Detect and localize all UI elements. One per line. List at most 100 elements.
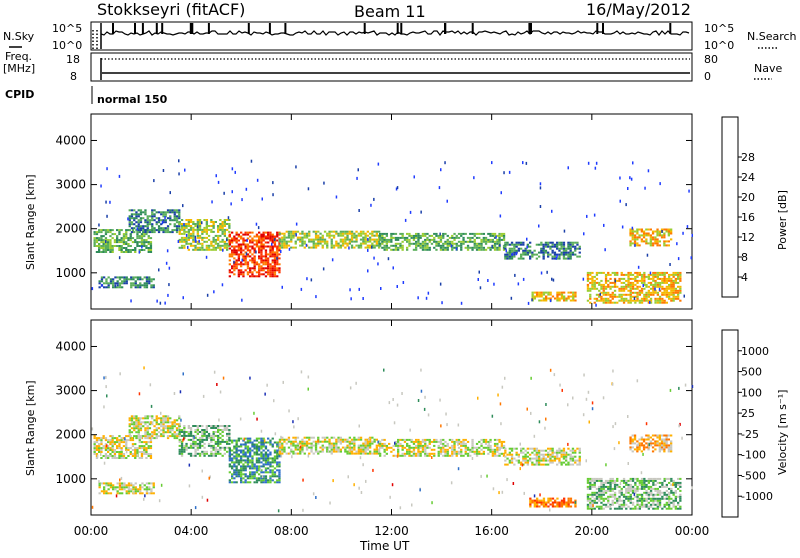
- velocity-echo-cell: [641, 480, 643, 482]
- velocity-echo-cell: [158, 435, 160, 437]
- power-echo-cell: [272, 255, 274, 257]
- velocity-echo-cell: [402, 449, 404, 451]
- nsearch-tick-top: 10^5: [704, 22, 734, 35]
- power-echo-cell: [670, 298, 672, 300]
- velocity-echo-cell: [643, 482, 645, 484]
- velocity-echo-cell: [550, 500, 552, 502]
- velocity-echo-cell: [310, 447, 312, 449]
- power-echo-cell: [224, 229, 226, 231]
- velocity-echo-cell: [274, 457, 276, 459]
- velocity-echo-cell: [183, 447, 185, 449]
- power-speckle: [367, 238, 369, 241]
- power-echo-cell: [534, 292, 536, 294]
- velocity-echo-cell: [386, 445, 388, 447]
- velocity-echo-cell: [630, 502, 632, 504]
- velocity-echo-cell: [236, 473, 238, 475]
- power-echo-cell: [140, 221, 142, 223]
- power-echo-cell: [399, 243, 401, 245]
- power-echo-cell: [310, 239, 312, 241]
- velocity-echo-cell: [609, 490, 611, 492]
- velocity-echo-cell: [138, 433, 140, 435]
- power-echo-cell: [274, 242, 276, 244]
- velocity-echo-cell: [254, 477, 256, 479]
- power-echo-cell: [249, 240, 251, 242]
- power-echo-cell: [281, 239, 283, 241]
- power-echo-cell: [565, 298, 567, 300]
- power-echo-cell: [547, 256, 549, 258]
- velocity-echo-cell: [531, 452, 533, 454]
- power-echo-cell: [438, 245, 440, 247]
- power-echo-cell: [381, 235, 383, 237]
- velocity-echo-cell: [222, 429, 224, 431]
- power-echo-cell: [527, 244, 529, 246]
- velocity-echo-cell: [107, 455, 109, 457]
- power-speckle: [511, 297, 512, 300]
- velocity-echo-cell: [279, 439, 281, 441]
- power-echo-cell: [247, 234, 249, 236]
- velocity-echo-cell: [118, 439, 120, 441]
- velocity-echo-cell: [224, 425, 226, 427]
- velocity-echo-cell: [654, 490, 656, 492]
- power-echo-cell: [632, 234, 634, 236]
- velocity-echo-cell: [449, 455, 451, 457]
- power-echo-cell: [612, 298, 614, 300]
- power-echo-cell: [279, 241, 281, 243]
- velocity-echo-cell: [476, 449, 478, 451]
- power-echo-cell: [365, 243, 367, 245]
- velocity-echo-cell: [600, 490, 602, 492]
- power-echo-cell: [176, 227, 178, 229]
- velocity-echo-cell: [451, 449, 453, 451]
- power-echo-cell: [630, 290, 632, 292]
- velocity-echo-cell: [140, 435, 142, 437]
- velocity-echo-cell: [616, 502, 618, 504]
- velocity-echo-cell: [219, 433, 221, 435]
- velocity-echo-cell: [306, 445, 308, 447]
- velocity-echo-cell: [587, 496, 589, 498]
- power-speckle: [678, 257, 680, 260]
- velocity-echo-cell: [94, 445, 96, 447]
- velocity-echo-cell: [217, 429, 219, 431]
- velocity-echo-cell: [251, 455, 253, 457]
- velocity-echo-cell: [489, 441, 491, 443]
- power-echo-cell: [596, 288, 598, 290]
- velocity-echo-cell: [269, 461, 271, 463]
- power-echo-cell: [558, 250, 560, 252]
- velocity-echo-cell: [677, 504, 679, 506]
- velocity-echo-cell: [127, 435, 129, 437]
- power-echo-cell: [242, 238, 244, 240]
- power-speckle: [420, 211, 422, 214]
- velocity-echo-cell: [563, 458, 565, 460]
- power-echo-cell: [335, 245, 337, 247]
- velocity-echo-cell: [558, 450, 560, 452]
- power-echo-cell: [145, 245, 147, 247]
- velocity-echo-cell: [402, 445, 404, 447]
- power-echo-cell: [146, 286, 148, 288]
- power-speckle: [178, 172, 180, 175]
- power-echo-cell: [449, 241, 451, 243]
- power-echo-cell: [130, 286, 132, 288]
- velocity-echo-cell: [94, 447, 96, 449]
- velocity-echo-cell: [605, 490, 607, 492]
- power-echo-cell: [406, 249, 408, 251]
- velocity-echo-cell: [158, 417, 160, 419]
- power-colorbar-tick-label: 4: [741, 271, 748, 284]
- velocity-echo-cell: [429, 447, 431, 449]
- power-echo-cell: [591, 280, 593, 282]
- velocity-echo-cell: [603, 488, 605, 490]
- velocity-echo-cell: [278, 479, 280, 481]
- power-echo-cell: [210, 221, 212, 223]
- power-echo-cell: [199, 243, 201, 245]
- velocity-echo-cell: [278, 471, 280, 473]
- velocity-echo-cell: [292, 451, 294, 453]
- velocity-echo-cell: [229, 463, 231, 465]
- power-echo-cell: [181, 239, 183, 241]
- velocity-echo-cell: [636, 478, 638, 480]
- power-echo-cell: [344, 231, 346, 233]
- power-echo-cell: [492, 235, 494, 237]
- power-echo-cell: [260, 257, 262, 259]
- velocity-echo-cell: [167, 415, 169, 417]
- velocity-echo-cell: [224, 447, 226, 449]
- power-echo-cell: [376, 235, 378, 237]
- velocity-echo-cell: [498, 439, 500, 441]
- velocity-echo-cell: [167, 421, 169, 423]
